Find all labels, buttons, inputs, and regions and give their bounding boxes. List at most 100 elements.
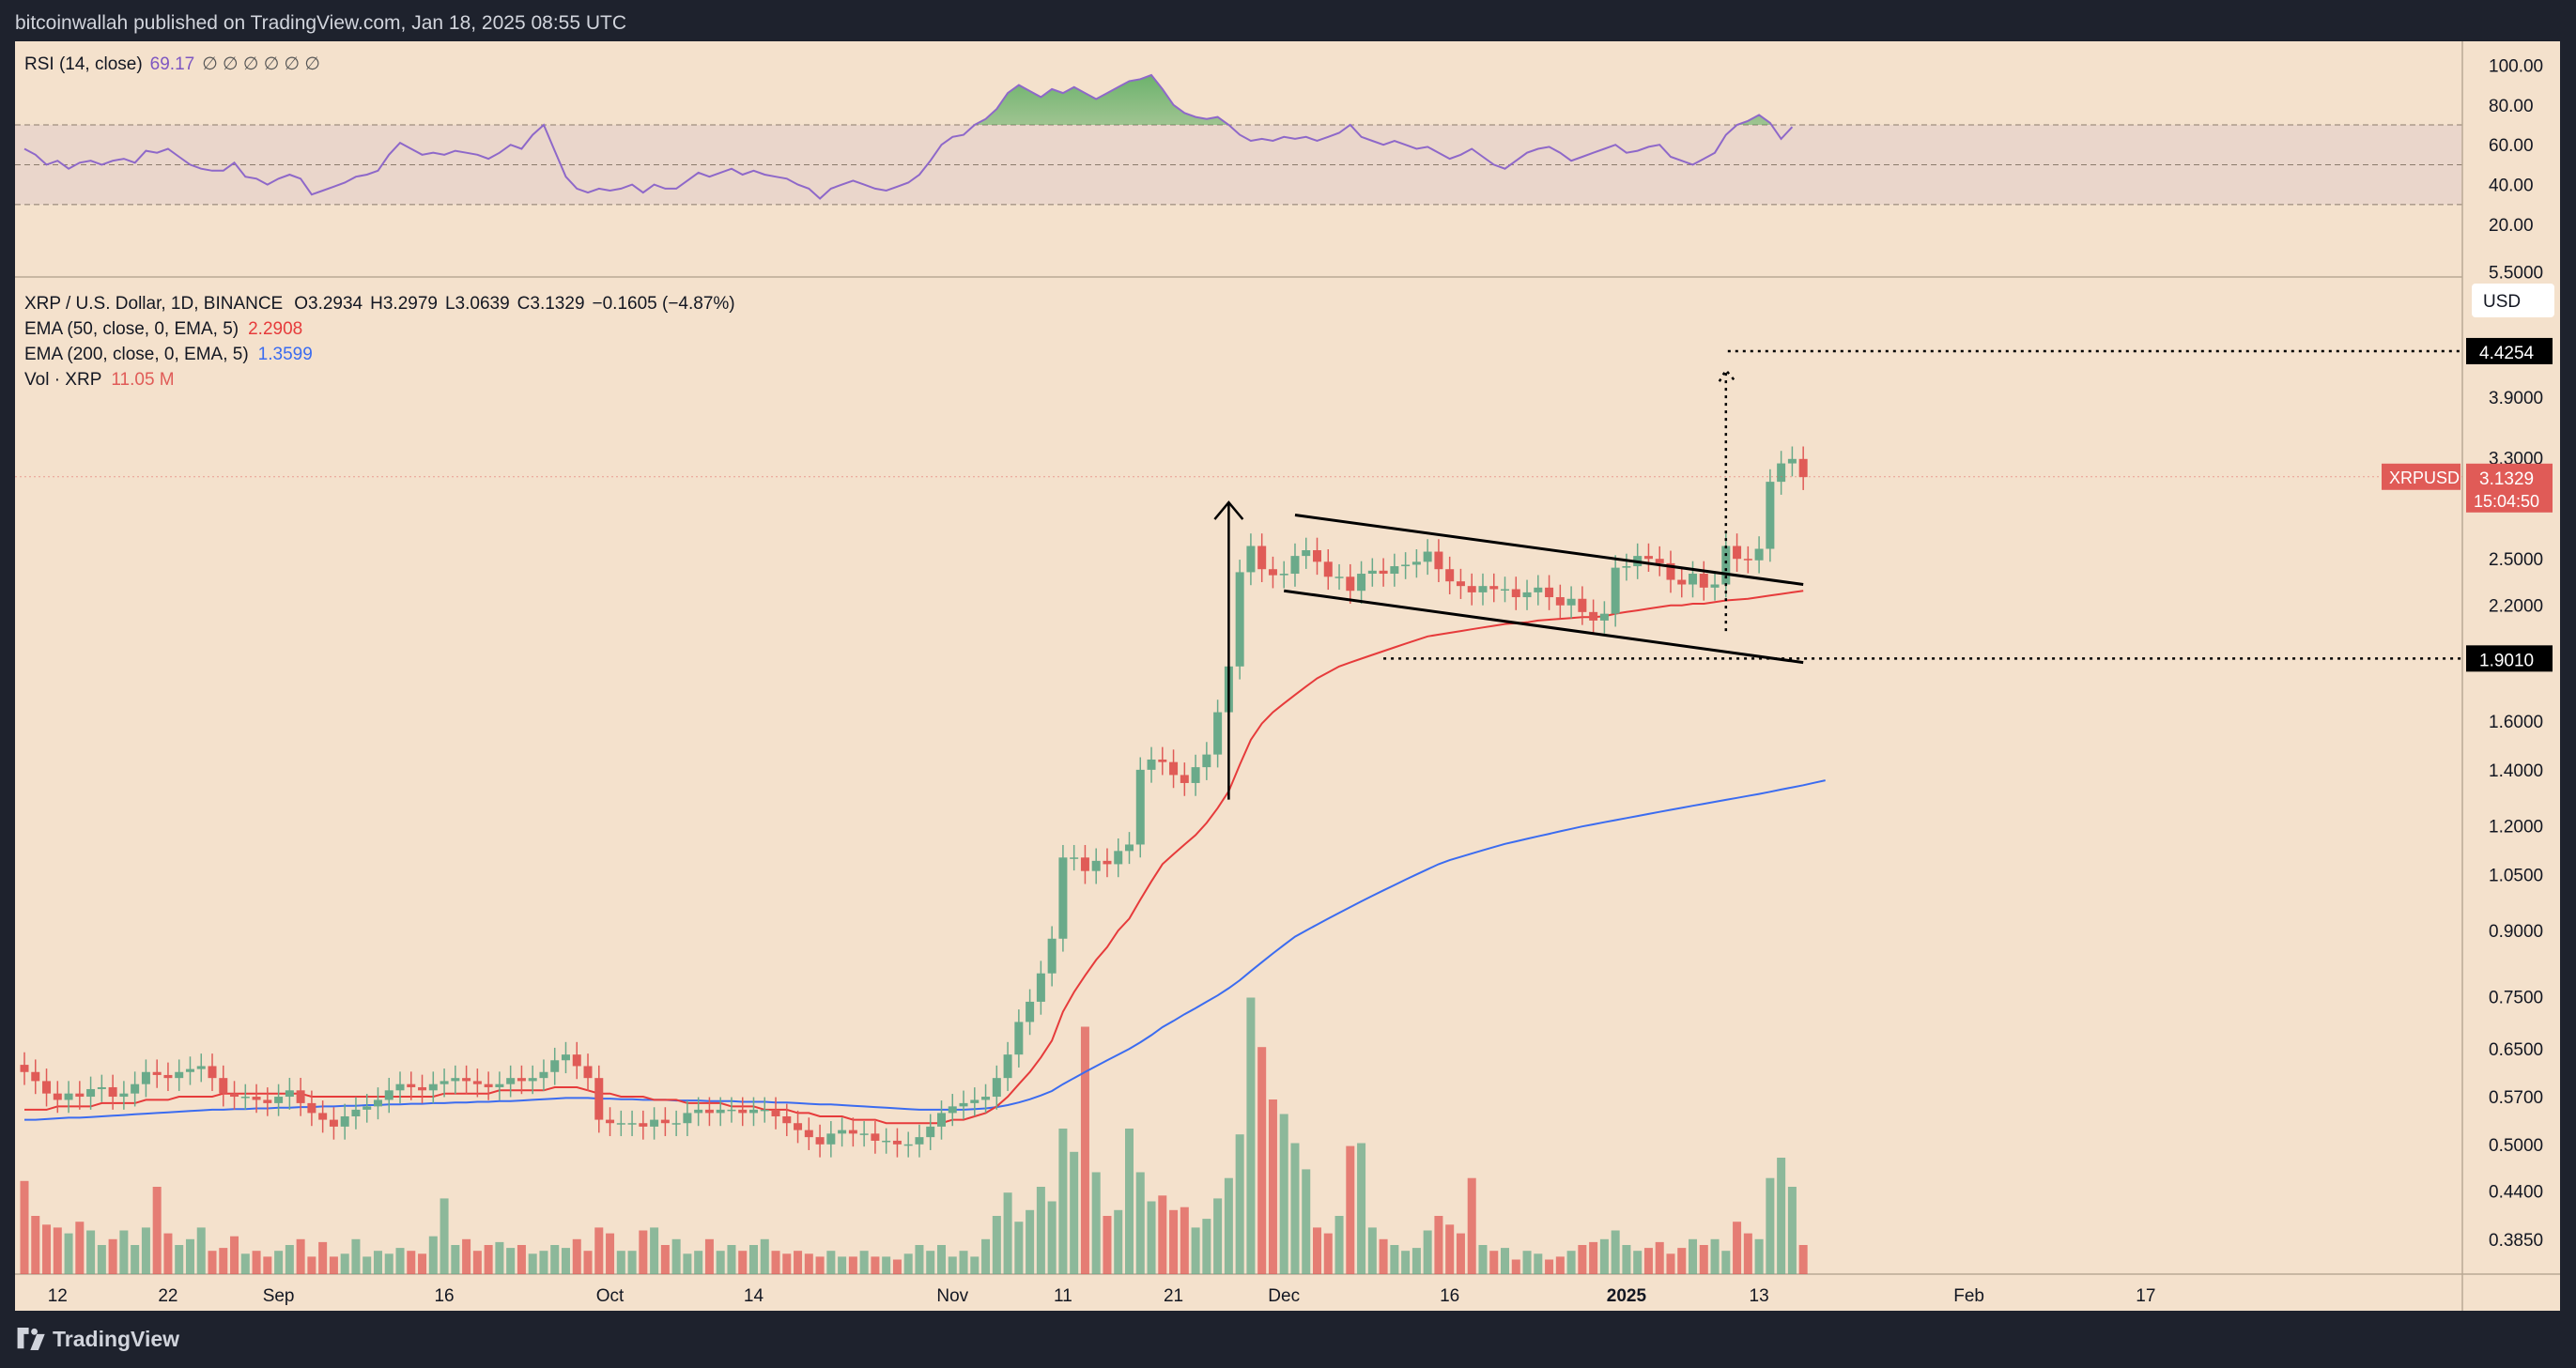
ohlc-high: H3.2979: [370, 294, 438, 314]
volume-bar: [594, 1227, 604, 1274]
candle-body: [1578, 598, 1587, 612]
volume-bar: [1235, 1134, 1244, 1274]
vol-label: Vol · XRP: [24, 370, 101, 390]
volume-bar: [1313, 1227, 1322, 1274]
candle-body: [903, 1144, 913, 1146]
candle-body: [351, 1109, 361, 1116]
candle-body: [42, 1081, 52, 1094]
candle-body: [892, 1140, 902, 1145]
candle-body: [627, 1123, 637, 1125]
candle-body: [826, 1133, 836, 1145]
candle-body: [1047, 938, 1057, 974]
time-tick-label: Dec: [1268, 1286, 1300, 1306]
support-badge: [2466, 645, 2553, 672]
flagpole-arrowhead: [1213, 500, 1244, 520]
volume-bar: [495, 1241, 504, 1274]
candle-body: [230, 1093, 239, 1098]
time-tick-label: Sep: [263, 1286, 295, 1306]
candle-body: [1666, 562, 1675, 580]
volume-bar: [583, 1251, 593, 1274]
volume-bar: [1511, 1259, 1520, 1274]
chart-svg[interactable]: 100.00 80.00 60.00 40.00 20.00 5.5000 3.9000 3.…: [15, 41, 2560, 1311]
volume-bar: [428, 1236, 438, 1274]
ema50-line: [24, 590, 1804, 1125]
candle-body: [561, 1054, 570, 1061]
candle-body: [440, 1081, 449, 1084]
currency-button[interactable]: [2472, 284, 2554, 317]
candle-body: [694, 1109, 703, 1114]
volume-bar: [1379, 1238, 1388, 1274]
volume-bar: [1787, 1187, 1797, 1274]
candle-body: [451, 1078, 460, 1082]
candle-body: [1766, 482, 1775, 549]
countdown-label: 15:04:50: [2474, 492, 2539, 511]
publish-text: bitcoinwallah published on TradingView.c…: [15, 12, 627, 34]
volume-bar: [1091, 1172, 1101, 1274]
volume-bar: [185, 1238, 194, 1274]
candle-body: [539, 1071, 548, 1079]
volume-bar: [639, 1230, 648, 1274]
volume-bar: [616, 1251, 625, 1274]
volume-bar: [219, 1248, 228, 1274]
candle-body: [1003, 1054, 1012, 1079]
time-tick-label: 21: [1164, 1286, 1183, 1306]
volume-bar: [208, 1251, 217, 1274]
volume-bar: [936, 1245, 946, 1274]
volume-bar: [1070, 1151, 1079, 1274]
volume-bar: [53, 1227, 62, 1274]
volume-bar: [1334, 1216, 1344, 1274]
volume-bar: [727, 1245, 736, 1274]
volume-bar: [671, 1238, 681, 1274]
symbol-label: XRP / U.S. Dollar, 1D, BINANCE: [24, 294, 283, 314]
volume-bar: [451, 1245, 460, 1274]
volume-bar: [296, 1238, 305, 1274]
ema200-value: 1.3599: [258, 345, 313, 364]
volume-bar: [1047, 1201, 1057, 1274]
candle-body: [1655, 559, 1664, 563]
candle-body: [1114, 851, 1123, 865]
candle-body: [572, 1054, 581, 1067]
volume-bar: [1489, 1251, 1499, 1274]
volume-bar: [915, 1245, 924, 1274]
candle-body: [1489, 586, 1499, 590]
price-tick-label: 1.6000: [2489, 713, 2543, 732]
time-tick-label: Oct: [596, 1286, 625, 1306]
candle-body: [119, 1093, 129, 1098]
candle-body: [1313, 550, 1322, 562]
candle-body: [1501, 589, 1510, 592]
volume-bar: [42, 1224, 52, 1274]
volume-bar: [1323, 1233, 1333, 1274]
volume-bar: [1655, 1241, 1664, 1274]
volume-bar: [1689, 1238, 1698, 1274]
candle-body: [1367, 570, 1377, 575]
ema200-line: [24, 779, 1826, 1121]
vol-value: 11.05 M: [111, 370, 174, 390]
candle-body: [782, 1115, 792, 1124]
candle-body: [815, 1137, 825, 1145]
volume-bar: [108, 1238, 117, 1274]
volume-bar: [1125, 1129, 1134, 1274]
time-tick-label: 16: [434, 1286, 454, 1306]
candle-body: [1379, 570, 1388, 575]
candle-body: [550, 1060, 560, 1072]
price-tick-label: 0.5700: [2489, 1088, 2543, 1108]
candle-body: [838, 1130, 847, 1134]
price-tick-label: 2.5000: [2489, 550, 2543, 570]
candle-body: [1235, 572, 1244, 667]
candle-body: [307, 1102, 316, 1114]
candle-body: [418, 1086, 427, 1091]
candle-body: [53, 1093, 62, 1100]
volume-bar: [1213, 1198, 1223, 1274]
candle-body: [1390, 566, 1399, 575]
candle-body: [163, 1074, 173, 1079]
volume-bar: [141, 1227, 150, 1274]
volume-bar: [1501, 1248, 1510, 1274]
candle-body: [1622, 566, 1631, 568]
candle-body: [1545, 587, 1554, 598]
price-tick-label: 0.7500: [2489, 989, 2543, 1008]
volume-bar: [627, 1251, 637, 1274]
candle-body: [384, 1090, 393, 1100]
currency-label[interactable]: USD: [2483, 292, 2521, 312]
candle-body: [131, 1084, 140, 1094]
